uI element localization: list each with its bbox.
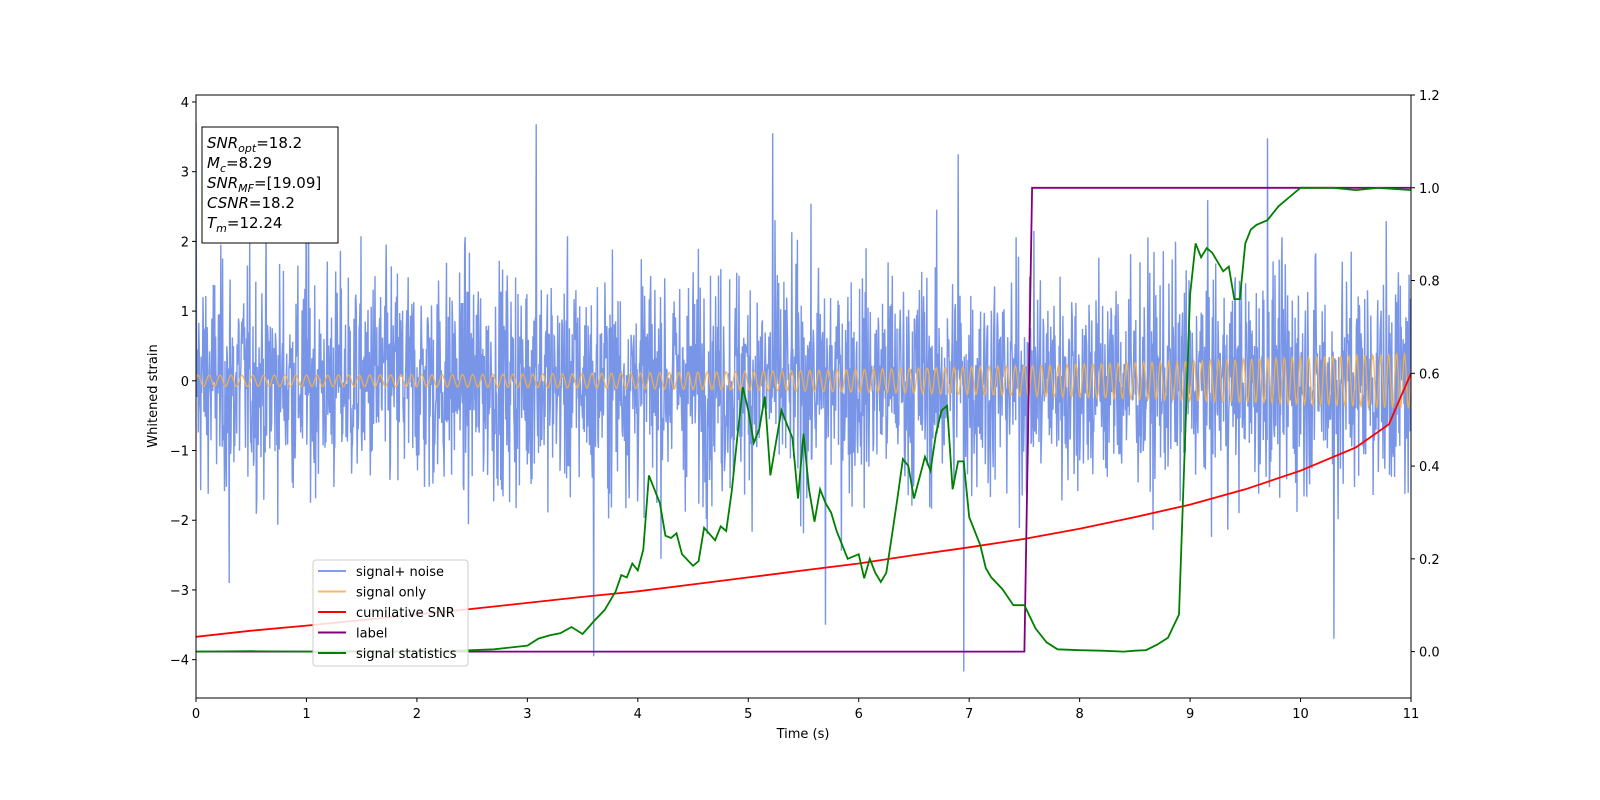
y-left-tick-label: 0 [181,375,189,390]
y-right-tick-label: 0.4 [1419,460,1440,475]
x-tick-label: 7 [965,707,973,722]
annotation-variable: SNR [207,134,238,152]
series-line-signal-only [196,351,1411,410]
x-tick-label: 3 [523,707,531,722]
x-tick-label: 2 [413,707,421,722]
annotation-variable: SNR [207,174,238,192]
annotation-value: =8.29 [226,154,272,172]
plot-frame [195,94,1412,699]
annotation-variable: M [207,154,220,172]
y-right-tick-label: 1.0 [1419,182,1440,197]
legend-label-signal-statistics: signal statistics [356,647,457,662]
annotation-line: CSNR=18.2 [207,194,295,212]
annotation-subscript: MF [238,182,254,195]
y-right-tick-label: 0.0 [1419,646,1440,661]
y-right-tick-label: 1.2 [1419,89,1440,104]
x-tick-label: 9 [1186,707,1194,722]
y-left-tick-label: 1 [181,305,189,320]
annotation-variable: CSNR [207,194,249,212]
annotation-line: Mc=8.29 [207,154,272,175]
annotation-subscript: c [220,162,226,175]
annotation-subscript: opt [238,142,257,155]
annotation-value: =[19.09] [254,174,321,192]
legend-label-signal-noise: signal+ noise [356,565,444,580]
series-line-label [196,186,1411,653]
x-tick-label: 0 [192,707,200,722]
x-tick-label: 8 [1075,707,1083,722]
legend-label-signal-only: signal only [356,586,426,601]
y-left-tick-label: 3 [181,166,189,181]
x-tick-label: 1 [302,707,310,722]
x-axis-label: Time (s) [776,727,830,742]
y-left-tick-label: −2 [170,514,189,529]
annotation-line: SNRMF=[19.09] [207,174,321,195]
legend: signal+ noise signal only cumilative SNR la… [312,559,469,667]
series-line-signal-statistics [196,186,1411,653]
annotation-value: =18.2 [249,194,295,212]
annotation-line: SNRopt=18.2 [207,134,302,155]
x-tick-label: 11 [1403,707,1420,722]
annotation-line: Tm=12.24 [207,214,282,235]
legend-frame [312,559,469,667]
annotation-box: SNRopt=18.2Mc=8.29SNRMF=[19.09]CSNR=18.2… [201,126,339,244]
y-left-tick-label: −1 [170,445,189,460]
annotation-value: =18.2 [256,134,302,152]
axis-layer: 0 1 2 3 4 5 6 7 8 9 10 11 −4 −3 −2 −1 0 1 2 3 4 0.0 0.2 0.4 0.6 0… [170,89,1440,722]
x-tick-label: 5 [744,707,752,722]
y-left-tick-label: −4 [170,654,189,669]
annotation-frame [201,126,339,244]
annotation-subscript: m [216,222,227,235]
y-right-tick-label: 0.8 [1419,275,1440,290]
y-axis-label: Whitened strain [146,344,161,447]
legend-label-cumilative-snr: cumilative SNR [356,606,455,621]
x-tick-label: 4 [634,707,642,722]
y-right-tick-label: 0.2 [1419,553,1440,568]
y-left-tick-label: −3 [170,584,189,599]
y-left-tick-label: 4 [181,96,189,111]
y-left-tick-label: 2 [181,235,189,250]
annotation-value: =12.24 [227,214,283,232]
x-tick-label: 6 [855,707,863,722]
x-tick-label: 10 [1292,707,1309,722]
annotation-variable: T [207,214,218,232]
y-right-tick-label: 0.6 [1419,367,1440,382]
legend-label-label: label [356,627,387,642]
